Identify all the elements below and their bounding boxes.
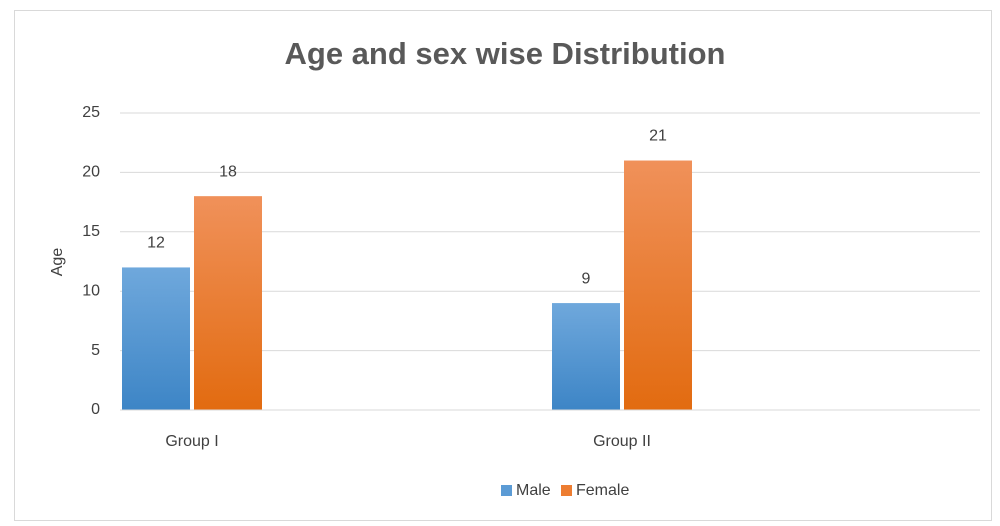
chart-frame bbox=[14, 10, 992, 521]
y-tick-label: 20 bbox=[82, 164, 100, 181]
bar bbox=[122, 267, 190, 410]
legend-label: Male bbox=[516, 482, 551, 499]
bar bbox=[624, 160, 692, 410]
bar bbox=[194, 196, 262, 410]
data-label: 12 bbox=[147, 235, 165, 252]
x-tick-label: Group I bbox=[165, 433, 218, 450]
y-tick-label: 10 bbox=[82, 282, 100, 299]
legend-swatch bbox=[501, 485, 512, 496]
data-label: 21 bbox=[649, 128, 667, 145]
chart-title: Age and sex wise Distribution bbox=[285, 36, 726, 71]
data-label: 9 bbox=[582, 270, 591, 287]
bar bbox=[552, 303, 620, 410]
legend-swatch bbox=[561, 485, 572, 496]
y-tick-label: 0 bbox=[91, 401, 100, 418]
legend-label: Female bbox=[576, 482, 629, 499]
y-tick-label: 5 bbox=[91, 342, 100, 359]
y-axis-label: Age bbox=[49, 248, 66, 277]
x-tick-label: Group II bbox=[593, 433, 651, 450]
y-tick-label: 25 bbox=[82, 104, 100, 121]
y-tick-label: 15 bbox=[82, 223, 100, 240]
data-label: 18 bbox=[219, 163, 237, 180]
